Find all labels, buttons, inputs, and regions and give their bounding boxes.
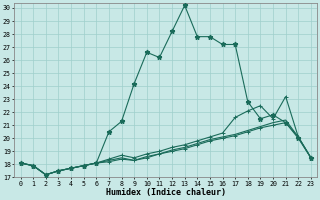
X-axis label: Humidex (Indice chaleur): Humidex (Indice chaleur) [106, 188, 226, 197]
